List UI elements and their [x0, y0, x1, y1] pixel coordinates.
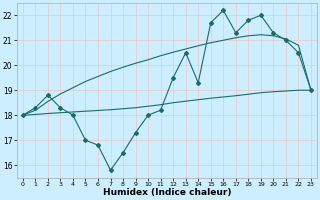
X-axis label: Humidex (Indice chaleur): Humidex (Indice chaleur) — [103, 188, 231, 197]
